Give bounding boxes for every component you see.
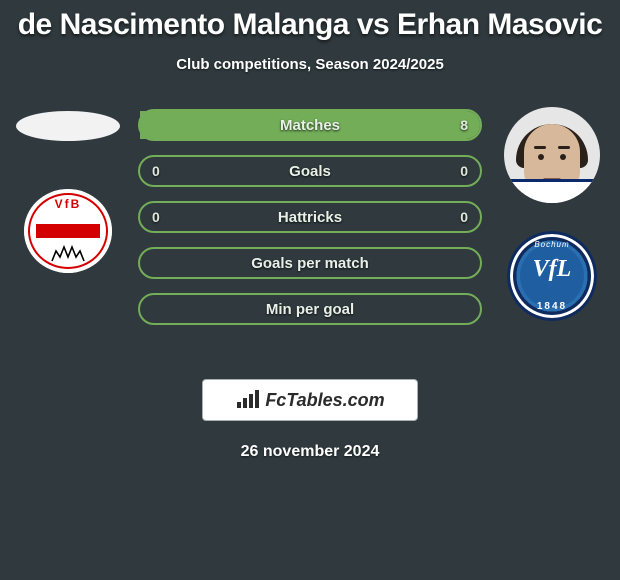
- stat-bar: Min per goal: [138, 293, 482, 325]
- stat-label: Matches: [280, 117, 340, 134]
- stat-label: Goals per match: [251, 255, 369, 272]
- club-right-abbrev: VfL: [510, 256, 594, 283]
- stat-bar: 0 Goals 0: [138, 155, 482, 187]
- stat-bar: Matches 8: [138, 109, 482, 141]
- stat-label: Goals: [289, 163, 331, 180]
- club-left-abbrev: VfB: [24, 197, 112, 211]
- bar-chart-icon: [235, 390, 261, 410]
- player-left-photo: [16, 111, 120, 141]
- player-right-column: Bochum VfL 1848: [492, 107, 612, 321]
- stat-value-right: 8: [460, 117, 468, 133]
- club-badge-left: VfB 18 93: [24, 189, 112, 273]
- stat-value-right: 0: [460, 209, 468, 225]
- stat-label: Hattricks: [278, 209, 342, 226]
- stat-bar: 0 Hattricks 0: [138, 201, 482, 233]
- stat-label: Min per goal: [266, 301, 354, 318]
- club-right-arc-top: Bochum: [510, 240, 594, 249]
- antler-icon: [48, 243, 88, 263]
- club-badge-right: Bochum VfL 1848: [507, 231, 597, 321]
- page-title: de Nascimento Malanga vs Erhan Masovic: [0, 0, 620, 42]
- comparison-date: 26 november 2024: [0, 443, 620, 461]
- stat-value-right: 0: [460, 163, 468, 179]
- stats-list: Matches 8 0 Goals 0 0 Hattricks 0 Goals per matc…: [138, 109, 482, 325]
- stat-value-left: 0: [152, 209, 160, 225]
- player-left-column: VfB 18 93: [8, 107, 128, 273]
- club-right-arc-bottom: 1848: [510, 301, 594, 312]
- site-branding[interactable]: FcTables.com: [202, 379, 418, 421]
- page-subtitle: Club competitions, Season 2024/2025: [0, 56, 620, 73]
- stat-value-left: 0: [152, 163, 160, 179]
- site-name: FcTables.com: [265, 390, 384, 411]
- player-right-photo: [504, 107, 600, 203]
- stat-bar: Goals per match: [138, 247, 482, 279]
- comparison-panel: VfB 18 93: [0, 107, 620, 367]
